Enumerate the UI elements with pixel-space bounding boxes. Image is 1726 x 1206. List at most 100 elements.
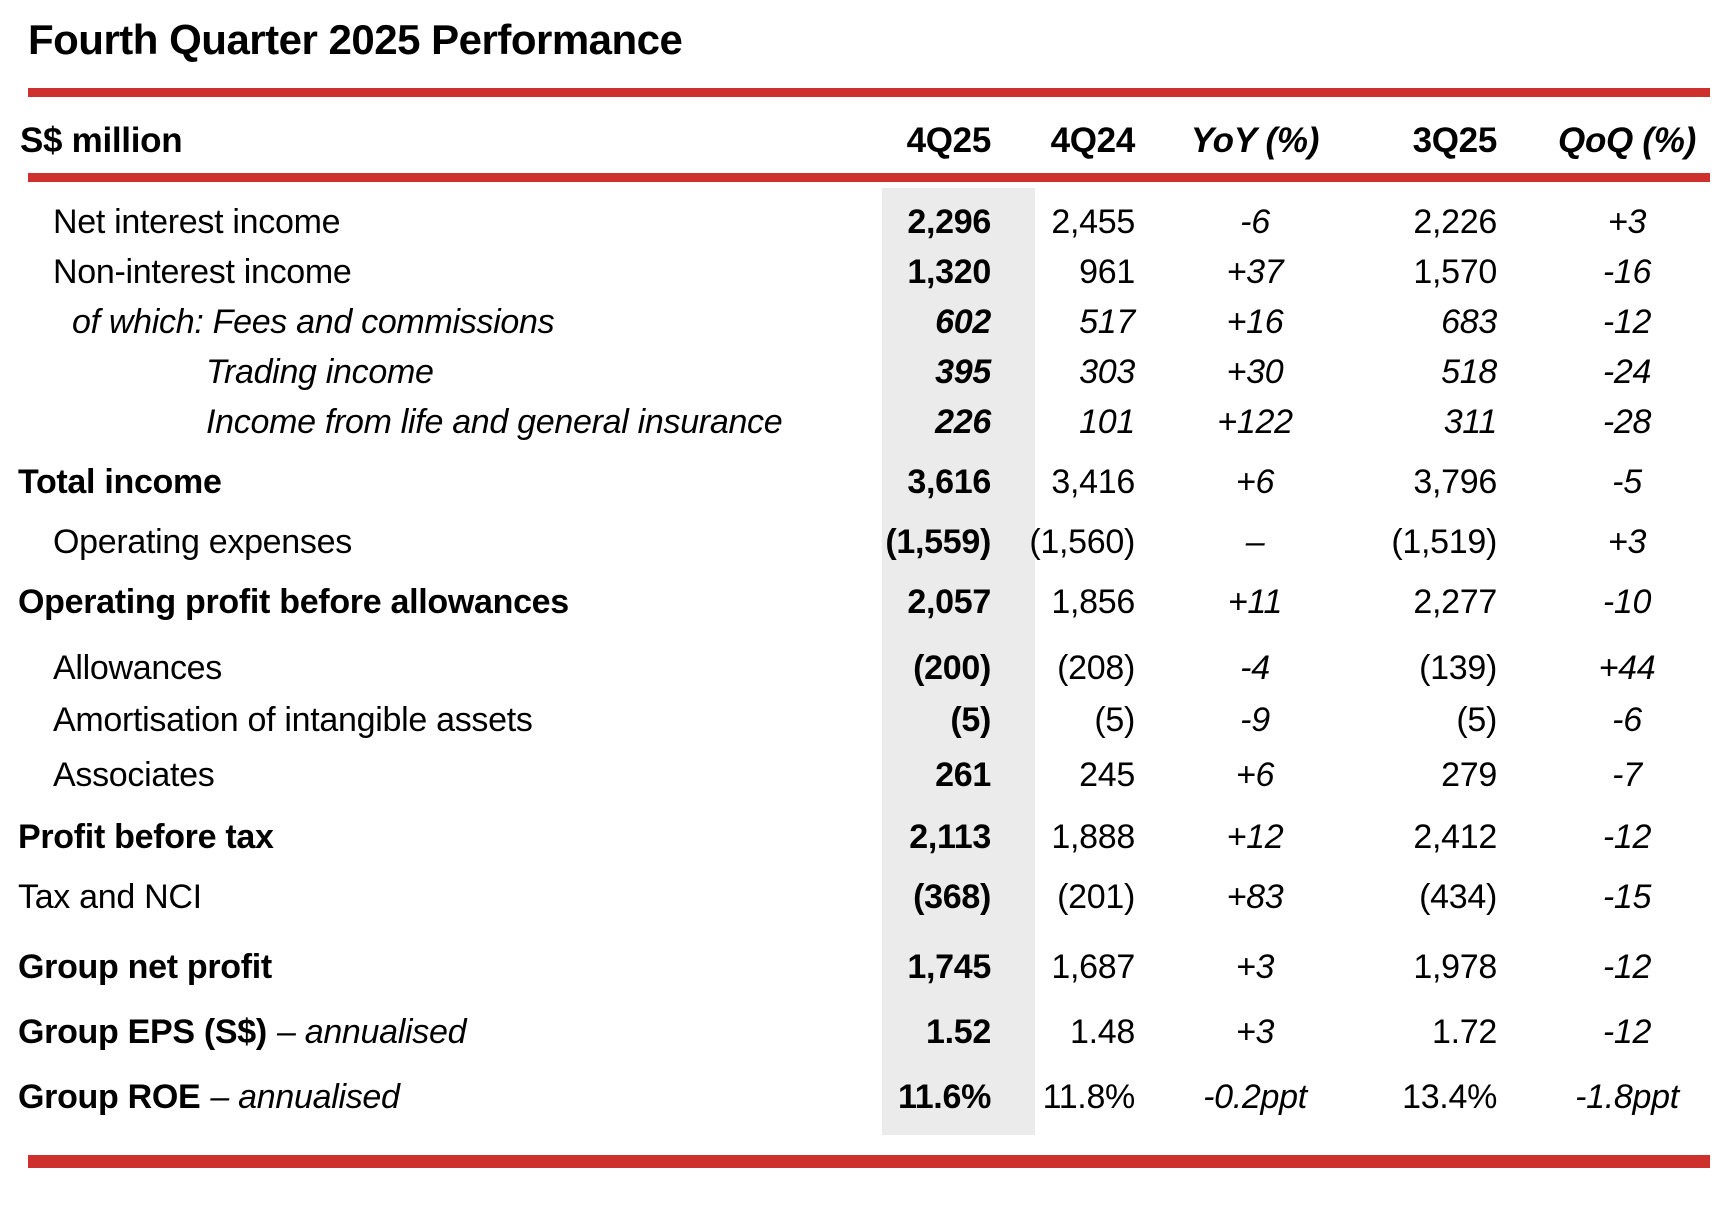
divider-bottom <box>28 1155 1710 1168</box>
value-4q25: (5) <box>950 701 991 740</box>
row-label-suffix: – annualised <box>210 1078 400 1117</box>
row-label-text: Trading income <box>206 353 434 392</box>
table-row: Non-interest income 1,320 961 +37 1,570 … <box>0 248 1726 298</box>
value-yoy: +6 <box>1235 463 1275 502</box>
divider-header <box>28 173 1710 182</box>
value-4q24: (208) <box>1057 649 1135 688</box>
value-3q25: 2,226 <box>1413 203 1497 242</box>
value-qoq: +3 <box>1607 523 1647 562</box>
value-4q25: 261 <box>935 756 991 795</box>
value-yoy: +12 <box>1226 818 1284 857</box>
value-4q24: 517 <box>1079 303 1135 342</box>
value-4q24: 2,455 <box>1051 203 1135 242</box>
row-label: Operating profit before allowances <box>0 583 854 622</box>
column-header-yoy: YoY (%) <box>1190 120 1320 160</box>
table-row: Operating expenses (1,559) (1,560) – (1,… <box>0 518 1726 568</box>
value-3q25: 1,978 <box>1413 948 1497 987</box>
value-qoq: -12 <box>1602 303 1652 342</box>
value-3q25: 2,277 <box>1413 583 1497 622</box>
table-row: Group net profit 1,745 1,687 +3 1,978 -1… <box>0 943 1726 993</box>
value-qoq: -24 <box>1602 353 1652 392</box>
page-title: Fourth Quarter 2025 Performance <box>28 16 683 63</box>
value-4q24: (201) <box>1057 878 1135 917</box>
table-row: Group ROE – annualised 11.6% 11.8% -0.2pp… <box>0 1073 1726 1123</box>
row-label: Group ROE – annualised <box>0 1078 854 1117</box>
value-4q24: 245 <box>1079 756 1135 795</box>
value-4q25: 1,745 <box>907 948 991 987</box>
value-yoy: +37 <box>1226 253 1284 292</box>
row-label-text: of which: Fees and commissions <box>72 303 555 342</box>
row-label-text: Total income <box>18 463 222 502</box>
table-row: of which: Fees and commissions 602 517 +… <box>0 298 1726 348</box>
value-4q25: 2,113 <box>909 818 991 857</box>
row-label-text: Operating profit before allowances <box>18 583 569 622</box>
row-label: Operating expenses <box>0 523 854 562</box>
table-row: Tax and NCI (368) (201) +83 (434) -15 <box>0 873 1726 923</box>
table-row: Total income 3,616 3,416 +6 3,796 -5 <box>0 458 1726 508</box>
row-label: Income from life and general insurance <box>0 403 854 442</box>
value-yoy: +83 <box>1226 878 1284 917</box>
value-yoy: +11 <box>1227 583 1283 622</box>
row-label: Associates <box>0 757 854 794</box>
column-header-qoq: QoQ (%) <box>1558 120 1696 160</box>
row-label-text: Income from life and general insurance <box>206 403 783 442</box>
table-row: Net interest income 2,296 2,455 -6 2,226… <box>0 198 1726 248</box>
column-header-unit: S$ million <box>20 120 183 160</box>
value-4q24: (1,560) <box>1029 523 1135 562</box>
value-4q25: 11.6% <box>897 1078 991 1117</box>
table-row: Operating profit before allowances 2,057… <box>0 578 1726 628</box>
row-label-text: Operating expenses <box>53 523 352 562</box>
value-yoy: +3 <box>1235 948 1275 987</box>
value-yoy: +30 <box>1226 353 1284 392</box>
value-yoy: +6 <box>1235 756 1275 795</box>
value-yoy: -4 <box>1240 649 1270 688</box>
value-qoq: +3 <box>1607 203 1647 242</box>
table-row: Income from life and general insurance 2… <box>0 398 1726 448</box>
value-3q25: (434) <box>1419 878 1497 917</box>
value-4q24: 1,687 <box>1051 948 1135 987</box>
row-label: Group EPS (S$) – annualised <box>0 1014 854 1051</box>
row-label-text: Net interest income <box>53 203 341 242</box>
row-label: Tax and NCI <box>0 879 854 916</box>
value-3q25: 518 <box>1441 353 1497 392</box>
value-yoy: +3 <box>1235 1013 1275 1052</box>
table-row: Profit before tax 2,113 1,888 +12 2,412 … <box>0 813 1726 863</box>
row-label-text: Non-interest income <box>53 253 352 292</box>
value-3q25: (1,519) <box>1391 523 1497 562</box>
value-qoq: -7 <box>1612 756 1642 795</box>
column-header-3q25: 3Q25 <box>1412 120 1498 160</box>
row-label: Net interest income <box>0 203 854 242</box>
row-label: of which: Fees and commissions <box>0 303 854 342</box>
value-yoy: -9 <box>1240 701 1270 740</box>
value-4q25: 602 <box>935 303 991 342</box>
row-label-text: Group net profit <box>18 948 272 987</box>
row-label: Trading income <box>0 353 854 392</box>
row-label: Non-interest income <box>0 253 854 292</box>
value-yoy: -6 <box>1240 203 1270 242</box>
value-3q25: (5) <box>1456 701 1497 740</box>
table-row: Associates 261 245 +6 279 -7 <box>0 751 1726 801</box>
value-3q25: 1,570 <box>1413 253 1497 292</box>
value-3q25: 1.72 <box>1432 1013 1497 1052</box>
value-4q25: 226 <box>935 403 991 442</box>
value-qoq: -15 <box>1602 878 1652 917</box>
column-header-4q25: 4Q25 <box>906 120 992 160</box>
value-4q25: 2,057 <box>907 583 991 622</box>
value-4q25: 1.52 <box>926 1013 991 1052</box>
table-row: Allowances (200) (208) -4 (139) +44 <box>0 644 1726 694</box>
row-label: Group net profit <box>0 948 854 987</box>
value-4q24: 1,888 <box>1051 818 1135 857</box>
current-quarter-highlight <box>882 188 1035 1135</box>
value-yoy: -0.2ppt <box>1203 1078 1307 1117</box>
row-label-text: Group ROE <box>18 1078 201 1117</box>
value-4q24: 303 <box>1079 353 1135 392</box>
value-4q25: 1,320 <box>907 253 991 292</box>
value-qoq: -12 <box>1602 818 1652 857</box>
value-3q25: 3,796 <box>1413 463 1497 502</box>
value-qoq: -6 <box>1612 701 1642 740</box>
value-yoy: – <box>1245 523 1265 562</box>
row-label: Profit before tax <box>0 819 854 856</box>
value-4q24: 961 <box>1079 253 1135 292</box>
column-header-4q24: 4Q24 <box>1050 120 1136 160</box>
